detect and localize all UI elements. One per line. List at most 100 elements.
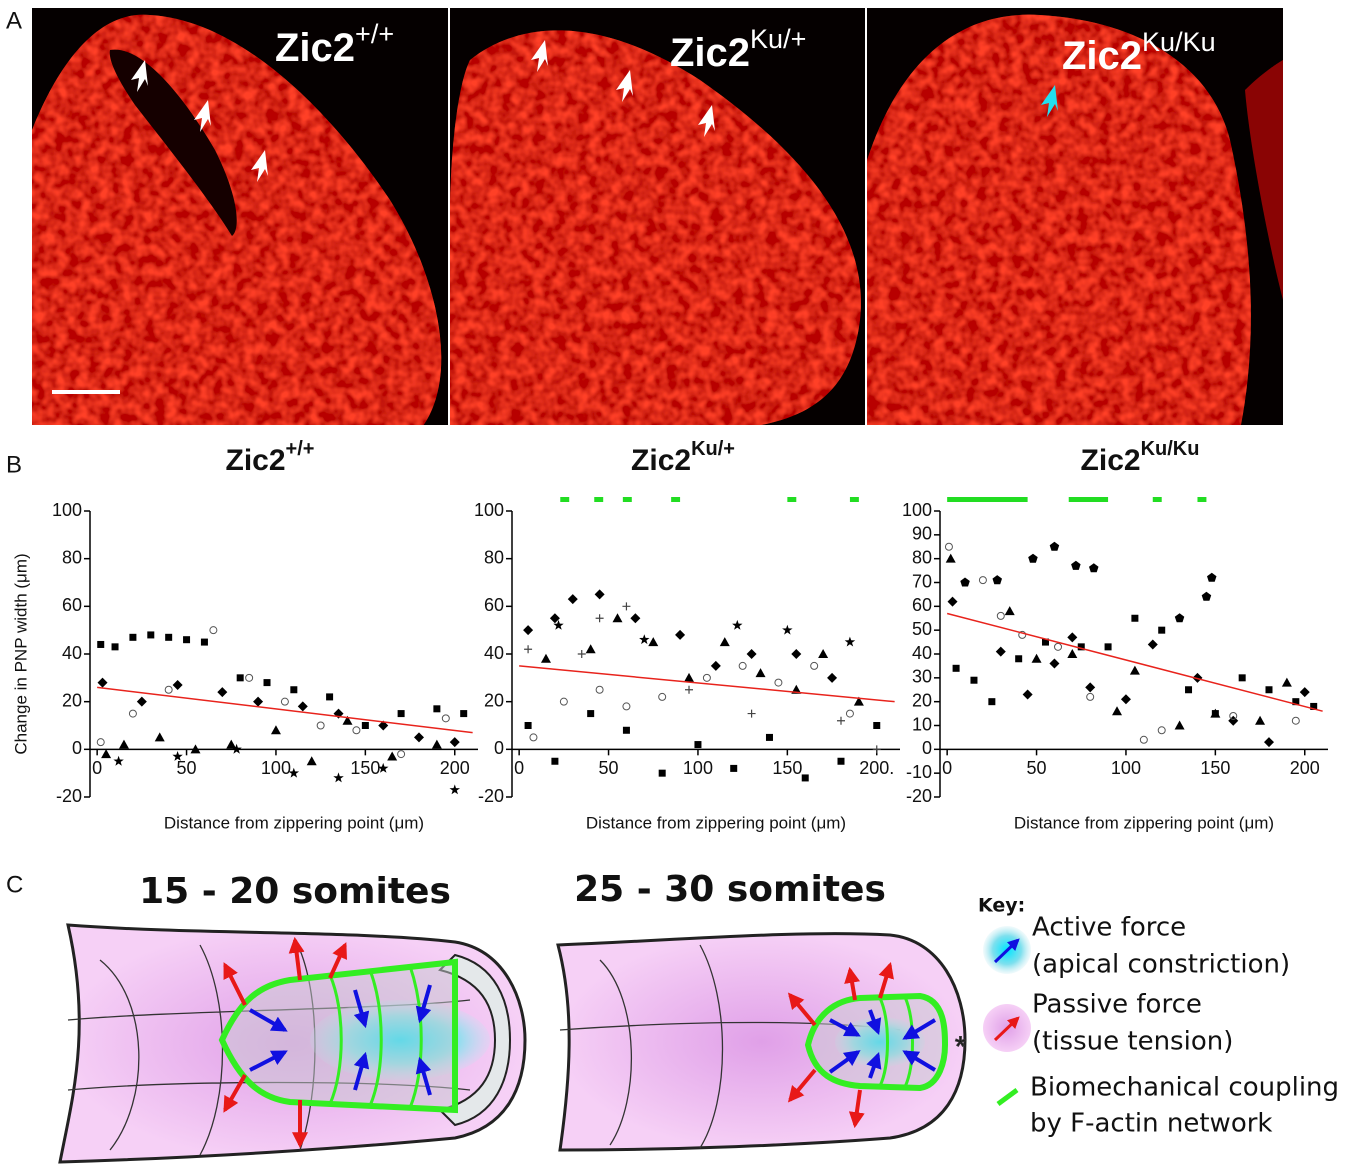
panel-label: C: [6, 871, 23, 898]
significance-bar: [787, 497, 796, 502]
x-tick-label: 150: [1200, 758, 1230, 778]
y-tick-label: 90: [912, 524, 932, 544]
y-tick-label: 80: [62, 547, 82, 567]
data-point: [970, 677, 977, 684]
genotype-text: Zic2: [275, 26, 355, 70]
significance-bar: [671, 497, 680, 502]
data-point: [953, 665, 960, 672]
data-point: [129, 634, 136, 641]
panel-label: B: [6, 451, 22, 478]
x-axis-label: Distance from zippering point (μm): [164, 813, 424, 832]
significance-bar: [1153, 497, 1162, 502]
y-tick-label: 20: [62, 690, 82, 710]
chart-title-superscript: +/+: [286, 438, 315, 460]
x-tick-label: 100: [1111, 758, 1141, 778]
data-point: [623, 727, 630, 734]
key-heading: Key:: [978, 895, 1025, 917]
genotype-text: Zic2: [670, 31, 750, 75]
y-tick-label: 30: [912, 667, 932, 687]
key-text: (apical constriction): [1032, 950, 1290, 980]
y-tick-label: 100: [474, 500, 504, 520]
panel-label: A: [6, 7, 22, 34]
data-point: [766, 734, 773, 741]
data-point: [551, 758, 558, 765]
y-tick-label: 50: [912, 619, 932, 639]
key-text: (tissue tension): [1032, 1027, 1233, 1057]
data-point: [587, 710, 594, 717]
x-tick-label: 50: [177, 758, 197, 778]
x-tick-label: 100: [683, 758, 713, 778]
y-tick-label: 10: [912, 714, 932, 734]
data-point: [730, 765, 737, 772]
data-point: [97, 641, 104, 648]
data-point: [264, 679, 271, 686]
diagram-title: 25 - 30 somites: [574, 869, 886, 910]
y-tick-label: 70: [912, 571, 932, 591]
diagram-title: 15 - 20 somites: [139, 871, 451, 912]
figure: A B C Zic2+/+ Zic2Ku/+ Zic2Ku/Ku: [0, 0, 1360, 1166]
data-point: [837, 758, 844, 765]
key-text: Passive force: [1032, 990, 1202, 1020]
data-point: [802, 774, 809, 781]
data-point: [237, 674, 244, 681]
chart-title-superscript: Ku/Ku: [1141, 438, 1200, 460]
y-tick-label: 20: [912, 690, 932, 710]
y-tick-label: 60: [912, 595, 932, 615]
data-point: [326, 693, 333, 700]
data-point: [873, 722, 880, 729]
key-text: Biomechanical coupling: [1030, 1073, 1339, 1103]
y-tick-label: 100: [902, 500, 932, 520]
chart-title-text: Zic2: [226, 444, 286, 477]
data-point: [1265, 686, 1272, 693]
data-point: [201, 639, 208, 646]
data-point: [147, 631, 154, 638]
data-point: [1185, 686, 1192, 693]
y-tick-label: 60: [484, 595, 504, 615]
data-point: [1131, 615, 1138, 622]
y-tick-label: 0: [922, 738, 932, 758]
key-text: by F-actin network: [1030, 1109, 1272, 1139]
micrograph: [450, 8, 865, 430]
data-point: [362, 722, 369, 729]
significance-bar: [947, 497, 1027, 502]
y-tick-label: -20: [478, 786, 504, 806]
significance-bar: [1069, 497, 1108, 502]
genotype-superscript: +/+: [355, 19, 394, 49]
y-tick-label: 60: [62, 595, 82, 615]
significance-bar: [850, 497, 859, 502]
data-point: [112, 643, 119, 650]
data-point: [1158, 627, 1165, 634]
y-axis-label: Change in PNP width (μm): [11, 553, 30, 754]
data-point: [1015, 655, 1022, 662]
chart-title-text: Zic2: [1081, 444, 1141, 477]
y-tick-label: 80: [912, 547, 932, 567]
x-tick-label: 50: [599, 758, 619, 778]
key-text: Active force: [1032, 913, 1186, 943]
significance-bar: [560, 497, 569, 502]
significance-bar: [1197, 497, 1206, 502]
x-tick-label: 150: [350, 758, 380, 778]
x-tick-label: 200: [1290, 758, 1320, 778]
x-tick-label: 200: [440, 758, 470, 778]
x-tick-label: 0: [942, 758, 952, 778]
y-tick-label: 100: [52, 500, 82, 520]
data-point: [694, 741, 701, 748]
x-axis-label: Distance from zippering point (μm): [586, 813, 846, 832]
x-tick-label: 50: [1027, 758, 1047, 778]
y-tick-label: 40: [912, 643, 932, 663]
y-tick-label: 20: [484, 690, 504, 710]
data-point: [988, 698, 995, 705]
significance-bar: [594, 497, 603, 502]
data-point: [460, 710, 467, 717]
significance-bar: [623, 497, 632, 502]
data-point: [1105, 643, 1112, 650]
genotype-superscript: Ku/+: [750, 24, 806, 54]
data-point: [659, 770, 666, 777]
genotype-text: Zic2: [1062, 34, 1142, 78]
y-tick-label: 40: [62, 643, 82, 663]
x-tick-label: 150: [772, 758, 802, 778]
y-tick-label: -10: [906, 762, 932, 782]
x-tick-label: 100: [261, 758, 291, 778]
data-point: [290, 686, 297, 693]
y-tick-label: 0: [494, 738, 504, 758]
